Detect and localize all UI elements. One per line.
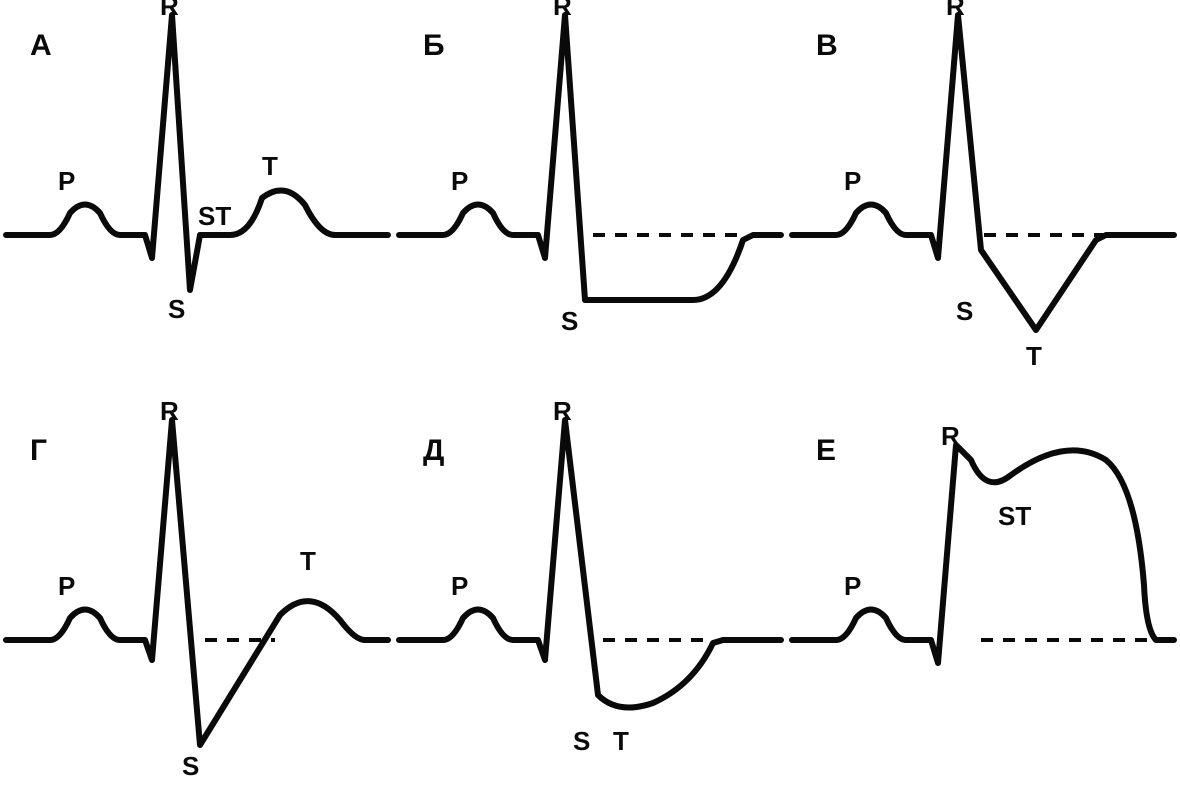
panel-E: Е R P ST [792, 421, 1174, 663]
s-label: S [182, 751, 199, 781]
panel-letter: Г [30, 434, 47, 467]
p-wave [792, 610, 921, 641]
p-label: P [451, 571, 468, 601]
s-label: S [561, 306, 578, 336]
qrs-t-complex [528, 15, 781, 300]
t-label: T [300, 546, 316, 576]
p-wave [399, 205, 528, 236]
p-label: P [58, 571, 75, 601]
st-label: ST [198, 201, 231, 231]
s-label: S [956, 296, 973, 326]
panel-D: Д R P ST [399, 396, 781, 756]
r-label: R [553, 396, 572, 426]
qrs-t-complex [135, 420, 388, 745]
p-wave [6, 610, 135, 641]
p-label: P [451, 166, 468, 196]
r-label: R [160, 396, 179, 426]
p-label: P [844, 166, 861, 196]
r-label: R [941, 421, 960, 451]
panel-letter: Д [423, 434, 444, 467]
t-label: T [613, 726, 629, 756]
p-label: P [844, 571, 861, 601]
panel-V: В R P S T [792, 0, 1174, 371]
p-wave [399, 610, 528, 641]
panel-letter: Е [816, 434, 836, 467]
p-label: P [58, 166, 75, 196]
panel-letter: В [816, 29, 838, 62]
panel-A: А R P ST T S [6, 0, 388, 324]
s-label: S [168, 294, 185, 324]
panel-letter: Б [423, 29, 445, 62]
panel-B: Б R P S [399, 0, 781, 336]
qrs-t-complex [528, 420, 781, 708]
s-label: S [573, 726, 590, 756]
panel-G: Г R P T S [6, 396, 388, 781]
t-label: T [262, 151, 278, 181]
p-wave [792, 205, 921, 236]
p-wave [6, 205, 135, 236]
panel-letter: А [30, 29, 52, 62]
t-label: T [1026, 341, 1042, 371]
r-label: R [946, 0, 965, 21]
qrs-t-complex [921, 445, 1174, 663]
r-label: R [553, 0, 572, 21]
qrs-t-complex [921, 15, 1174, 330]
r-label: R [160, 0, 179, 21]
st-label: ST [998, 501, 1031, 531]
